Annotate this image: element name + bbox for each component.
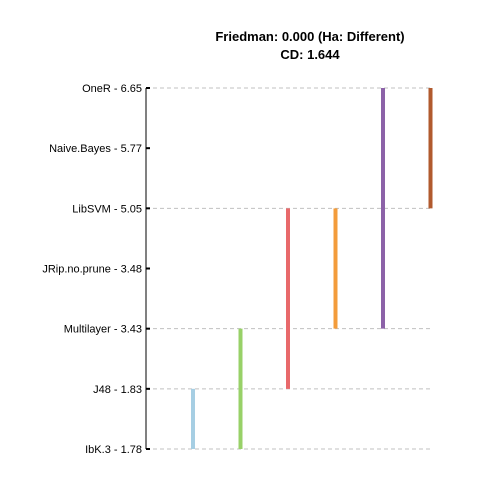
chart-title: Friedman: 0.000 (Ha: Different) CD: 1.64… — [185, 28, 435, 64]
method-label: LibSVM - 5.05 — [72, 203, 142, 215]
rank-axis — [145, 87, 150, 450]
method-label: IbK.3 - 1.78 — [85, 444, 142, 456]
method-label: JRip.no.prune - 3.48 — [42, 264, 142, 276]
method-label: OneR - 6.65 — [82, 83, 142, 95]
chart-title-line: Friedman: 0.000 (Ha: Different) — [215, 29, 405, 44]
chart-subtitle-line: CD: 1.644 — [280, 47, 340, 62]
method-label: Naive.Bayes - 5.77 — [49, 143, 142, 155]
method-labels: OneR - 6.65 Naive.Bayes - 5.77 LibSVM - 5.… — [42, 83, 142, 456]
group-bars — [191, 88, 433, 449]
method-label: J48 - 1.83 — [93, 384, 142, 396]
method-label: Multilayer - 3.43 — [64, 324, 142, 336]
